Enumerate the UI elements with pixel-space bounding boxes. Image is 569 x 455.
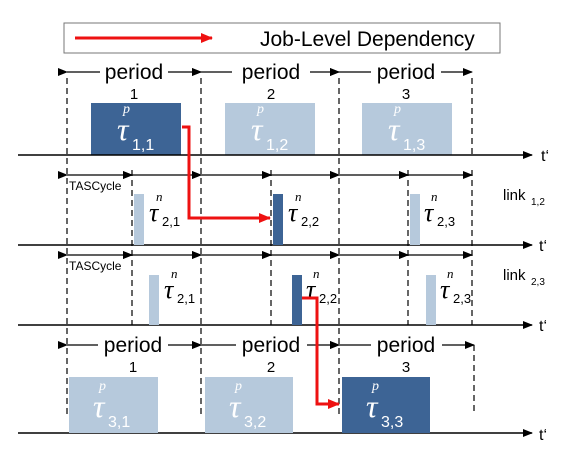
svg-text:link: link: [503, 187, 526, 204]
dependency-arrow-2: [302, 296, 340, 409]
period-label: period: [104, 334, 162, 357]
period-label: period: [377, 61, 435, 84]
svg-text:τ: τ: [440, 275, 451, 304]
tascycle-boundaries: [131, 170, 473, 325]
svg-text:τ: τ: [288, 198, 299, 227]
period-number: 3: [402, 86, 410, 103]
task-block-3-1: [69, 377, 158, 433]
task-label-3-2: τ p 3,2: [229, 379, 266, 431]
link23-label: link 2,3: [503, 267, 545, 288]
svg-text:2,3: 2,3: [453, 291, 471, 306]
svg-text:2,2: 2,2: [301, 214, 319, 229]
svg-text:n: n: [313, 266, 320, 281]
task-label-2-2-link12: τ n 2,2: [288, 189, 319, 229]
svg-text:p: p: [98, 379, 106, 394]
svg-text:τ: τ: [424, 198, 435, 227]
svg-text:link: link: [503, 267, 526, 284]
period-number: 3: [402, 359, 410, 376]
svg-text:τ: τ: [388, 111, 401, 147]
svg-text:τ: τ: [164, 275, 175, 304]
task-label-3-1: τ p 3,1: [93, 379, 130, 431]
svg-text:2,1: 2,1: [162, 214, 180, 229]
svg-text:τ: τ: [251, 111, 264, 147]
period-label: period: [242, 61, 300, 84]
task-block-1-3: [362, 103, 452, 155]
period-label: period: [242, 334, 300, 357]
link12-label: link 1,2: [503, 187, 545, 208]
svg-text:1,2: 1,2: [266, 137, 288, 154]
svg-text:2,1: 2,1: [177, 291, 195, 306]
task-label-1-1: τ p 1,1: [117, 102, 154, 154]
svg-text:p: p: [393, 102, 401, 117]
svg-text:1,2: 1,2: [531, 197, 545, 208]
slot-2-1-link23: [149, 275, 159, 325]
svg-text:τ: τ: [93, 388, 106, 424]
tascycle-label: TASCycle: [69, 259, 122, 273]
task-label-3-3: τ p 3,3: [366, 379, 403, 431]
svg-text:τ: τ: [149, 198, 160, 227]
task-label-1-2: τ p 1,2: [251, 102, 288, 154]
legend-label: Job-Level Dependency: [260, 28, 475, 51]
slot-2-1-link12: [134, 194, 144, 245]
svg-text:n: n: [295, 189, 302, 204]
time-axis-label: t‘: [539, 318, 547, 335]
period-number: 2: [267, 359, 275, 376]
svg-text:2,2: 2,2: [319, 291, 337, 306]
slot-2-2-link23: [292, 275, 302, 325]
svg-text:2,3: 2,3: [531, 277, 545, 288]
task-block-1-2: [225, 103, 315, 155]
task-block-1-1: [91, 103, 181, 155]
task-block-3-2: [205, 377, 293, 433]
tascycle-label: TASCycle: [69, 179, 122, 193]
time-axis-label: t‘: [539, 427, 547, 444]
slot-2-3-link23: [426, 275, 436, 325]
svg-text:p: p: [234, 379, 242, 394]
task-label-2-3-link23: τ n 2,3: [440, 266, 471, 306]
svg-text:p: p: [122, 102, 130, 117]
svg-text:τ: τ: [366, 388, 379, 424]
task-label-2-1-link12: τ n 2,1: [149, 189, 180, 229]
svg-text:τ: τ: [229, 388, 242, 424]
svg-text:2,3: 2,3: [437, 214, 455, 229]
svg-text:p: p: [256, 102, 264, 117]
task-block-3-3: [342, 377, 430, 433]
time-axis-label: t‘: [541, 148, 549, 165]
svg-text:n: n: [171, 266, 178, 281]
dependency-arrow-1: [182, 125, 271, 223]
task-label-1-3: τ p 1,3: [388, 102, 425, 154]
period-number: 1: [129, 359, 137, 376]
svg-text:1,1: 1,1: [132, 137, 154, 154]
slot-2-3-link12: [410, 194, 420, 245]
svg-text:τ: τ: [306, 275, 317, 304]
slot-2-2-link12: [273, 194, 283, 245]
legend: Job-Level Dependency: [63, 22, 501, 54]
period-boundaries: [66, 78, 475, 415]
svg-text:3,2: 3,2: [244, 414, 266, 431]
svg-text:n: n: [156, 189, 163, 204]
svg-text:1,3: 1,3: [403, 137, 425, 154]
svg-text:3,3: 3,3: [381, 414, 403, 431]
period-number: 2: [267, 86, 275, 103]
svg-text:n: n: [431, 189, 438, 204]
svg-text:3,1: 3,1: [108, 414, 130, 431]
svg-text:p: p: [371, 379, 379, 394]
task-label-2-1-link23: τ n 2,1: [164, 266, 195, 306]
period-label: period: [105, 61, 163, 84]
svg-text:n: n: [447, 266, 454, 281]
period-number: 1: [130, 86, 138, 103]
task-label-2-3-link12: τ n 2,3: [424, 189, 455, 229]
task-label-2-2-link23: τ n 2,2: [306, 266, 337, 306]
period-label: period: [377, 334, 435, 357]
time-axis-label: t‘: [539, 238, 547, 255]
svg-text:τ: τ: [117, 111, 130, 147]
